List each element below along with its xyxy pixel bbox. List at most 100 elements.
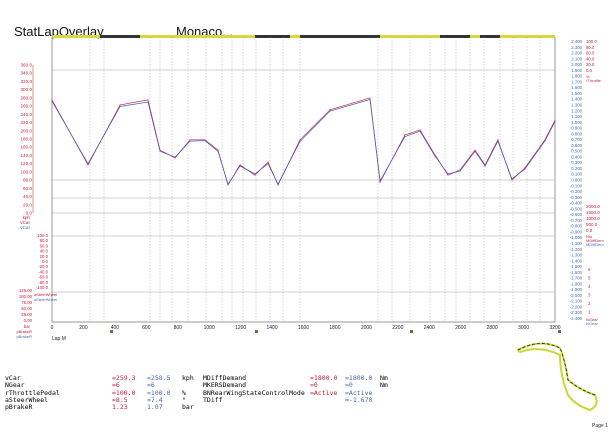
brake-axis-label-lap2: pBrakeR [16, 334, 32, 339]
y-tick-label: 340.0 [21, 71, 33, 76]
readout-v1: =100.0 [112, 388, 136, 397]
series-line-vcar-lap2 [51, 99, 556, 186]
steer-tick-label: -20.0 [38, 264, 48, 269]
x-tick-label: 1800 [329, 325, 340, 331]
throttle-axis-unit: % [586, 74, 590, 79]
y-tick-label: 220.0 [21, 120, 33, 125]
y-tick-label: 320.0 [21, 79, 33, 84]
data-point-vcar-lap1 [329, 109, 331, 111]
x-tick-label: 1000 [204, 325, 215, 331]
readout-v1: =259.3 [112, 374, 136, 382]
right-tick-label: -0.400 [570, 201, 583, 206]
readout-name: aSteerWheel [5, 395, 49, 404]
diff-tick-label: 1500.0 [586, 210, 600, 215]
right-tick-label: -1.900 [570, 287, 583, 292]
right-tick-label: -0.600 [570, 212, 583, 217]
steer-axis-label: aSteerWheel [34, 292, 57, 297]
readout-v1: 1.23 [112, 403, 128, 412]
data-point-vcar-lap2 [299, 140, 301, 142]
data-point-vcar-lap1 [554, 119, 556, 121]
lap-marker-square [110, 330, 113, 333]
gear-tick-label: 6 [588, 267, 591, 272]
throttle-tick-label: 20.0 [586, 62, 595, 67]
readout-v1: =0 [310, 381, 318, 390]
data-point-vcar-lap1 [254, 174, 256, 176]
readout-v2: =0 [345, 381, 353, 390]
gear-axis-label-lap2: NGear [586, 321, 598, 326]
right-tick-label: 1.300 [571, 102, 582, 107]
diff-axis-label-lap2: MDiffDem [586, 242, 604, 247]
y-tick-label: 40.0 [23, 194, 32, 199]
right-tick-label: -1.400 [570, 258, 583, 263]
data-point-vcar-lap1 [404, 134, 406, 136]
right-tick-label: -1.300 [570, 253, 583, 258]
x-tick-label: 3200 [549, 325, 560, 331]
readout-v1: =Active [310, 388, 338, 397]
readout-name: TDiff [203, 395, 223, 404]
readout-name: MKERSDemand [203, 381, 247, 390]
data-point-vcar-lap1 [147, 99, 149, 101]
right-tick-label: -1.600 [570, 270, 583, 275]
right-tick-label: 0.700 [571, 137, 582, 142]
right-tick-label: 1.700 [571, 79, 582, 84]
gear-tick-label: 5 [588, 276, 591, 281]
x-tick-label: 0 [51, 325, 54, 331]
readout-unit: % [182, 388, 186, 397]
brake-axis-unit: bar [24, 324, 31, 329]
right-tick-label: -0.800 [570, 224, 583, 229]
right-tick-label: 0.100 [571, 172, 582, 177]
data-point-vcar-lap1 [277, 184, 279, 186]
steer-tick-label: 0.0 [42, 259, 49, 264]
readout-unit: kph [182, 374, 194, 382]
right-tick-label: 1.000 [571, 120, 582, 125]
brake-tick-label: 0.00 [24, 318, 33, 323]
steer-tick-label: 40.0 [40, 249, 49, 254]
gear-tick-label: 2 [588, 301, 591, 306]
readout-unit: ° [182, 395, 186, 404]
readout-v2: =Active [345, 388, 373, 397]
data-point-vcar-lap2 [369, 99, 371, 101]
right-tick-label: -1.700 [570, 276, 583, 281]
throttle-tick-label: 40.0 [586, 56, 595, 61]
data-point-vcar-lap1 [87, 164, 89, 166]
right-tick-label: -1.200 [570, 247, 583, 252]
right-tick-label: 1.900 [571, 68, 582, 73]
lap-marker-square [255, 330, 258, 333]
data-point-vcar-lap2 [277, 183, 279, 185]
readout-v2: =100.0 [147, 388, 171, 397]
right-tick-label: -2.000 [570, 293, 583, 298]
readout-name: BNRearWingStateControlMode [203, 388, 305, 397]
steer-tick-label: -40.0 [38, 269, 48, 274]
readout-name: vCar [5, 374, 21, 382]
right-tick-label: 2.200 [571, 51, 582, 56]
data-point-vcar-lap1 [119, 104, 121, 106]
diff-tick-label: 1000.0 [586, 216, 600, 221]
readout-name: NGear [5, 381, 25, 390]
x-tick-label: 1600 [298, 325, 309, 331]
sector-marker [100, 35, 140, 38]
diff-tick-label: 0.0 [586, 228, 593, 233]
data-point-vcar-lap2 [404, 136, 406, 138]
right-tick-label: -2.400 [570, 316, 583, 321]
throttle-tick-label: 100.0 [586, 39, 597, 44]
data-point-vcar-lap1 [419, 129, 421, 131]
right-tick-label: -2.300 [570, 310, 583, 315]
y-tick-label: 260.0 [21, 104, 33, 109]
steer-tick-label: -100.0 [36, 285, 49, 290]
data-point-vcar-lap1 [511, 179, 513, 181]
data-point-vcar-lap1 [379, 181, 381, 183]
data-point-vcar-lap2 [267, 163, 269, 165]
right-tick-label: 0.300 [571, 160, 582, 165]
legend-vcar-lap2: vCar [20, 225, 30, 230]
diff-tick-label: 500.0 [586, 222, 598, 227]
data-point-vcar-lap1 [369, 97, 371, 99]
data-point-vcar-lap1 [299, 139, 301, 141]
x-tick-label: 400 [111, 325, 120, 331]
readout-name: rThrottlePedal [5, 388, 60, 397]
x-tick-label: 3000 [518, 325, 529, 331]
x-tick-label: 2200 [392, 325, 403, 331]
data-point-vcar-lap2 [447, 173, 449, 175]
data-point-vcar-lap1 [51, 99, 53, 101]
y-axis-unit: kph [23, 215, 31, 220]
